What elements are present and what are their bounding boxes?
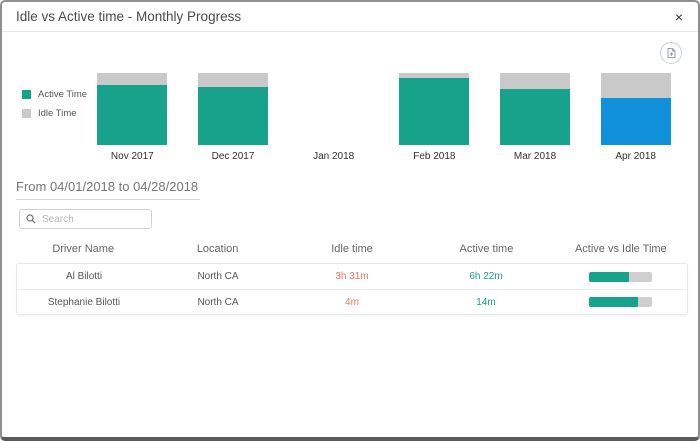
modal-header: Idle vs Active time - Monthly Progress ×: [2, 2, 698, 32]
bar-segment-active: [500, 88, 571, 145]
axis-label: Apr 2018: [615, 151, 656, 162]
legend-swatch: [22, 109, 31, 118]
cell-active-vs-idle: [553, 297, 687, 307]
cell-location: North CA: [197, 296, 239, 308]
data-table: Al Bilotti North CA 3h 31m 6h 22m Stephanie …: [16, 263, 688, 315]
chart-bar-group[interactable]: Apr 2018: [585, 73, 686, 162]
search-icon: [26, 214, 36, 224]
chart-bar-group[interactable]: Feb 2018: [384, 73, 485, 162]
legend-item-idle-time[interactable]: Idle Time: [22, 108, 87, 119]
column-header: Location: [196, 243, 239, 255]
date-range-label: From 04/01/2018 to 04/28/2018: [16, 179, 201, 200]
bar-segment-active: [97, 85, 168, 145]
column-header: Active vs Idle Time: [574, 243, 667, 255]
column-header: Driver Name: [52, 243, 115, 255]
cell-location: North CA: [197, 271, 239, 282]
chart-bar[interactable]: [399, 73, 470, 145]
search-input[interactable]: [42, 213, 145, 225]
close-button[interactable]: ×: [675, 10, 683, 24]
table-row: Stephanie Bilotti North CA 4m 14m: [17, 289, 687, 314]
column-header: Active time: [459, 243, 514, 255]
cell-driver-name: Al Bilotti: [65, 271, 103, 282]
chart-bar[interactable]: [600, 73, 671, 145]
legend-swatch: [22, 90, 31, 99]
bar-segment-idle: [399, 73, 470, 79]
bar-segment-idle: [600, 73, 671, 99]
bar-segment-active: [399, 78, 470, 145]
active-fill: [588, 271, 629, 282]
cell-active-time: 6h 22m: [469, 271, 503, 282]
export-button[interactable]: [660, 42, 682, 64]
bar-segment-idle: [500, 73, 571, 89]
legend-label: Active Time: [38, 89, 88, 100]
table-row: Al Bilotti North CA 3h 31m 6h 22m: [17, 264, 687, 289]
modal-title: Idle vs Active time - Monthly Progress: [16, 9, 242, 24]
legend-label: Idle Time: [38, 108, 77, 119]
close-icon: ×: [674, 8, 683, 25]
axis-label: Mar 2018: [513, 151, 557, 162]
axis-label: Jan 2018: [313, 151, 355, 162]
cell-active-time: 14m: [476, 296, 496, 308]
active-vs-idle-bar: [588, 271, 652, 282]
chart-bar-group[interactable]: Dec 2017: [183, 73, 284, 162]
table-header: Driver Name Location Idle time Active time A…: [16, 243, 688, 255]
bar-segment-idle: [97, 73, 168, 86]
export-pdf-icon: [666, 47, 677, 59]
chart-bar-group[interactable]: Nov 2017: [82, 73, 183, 162]
cell-idle-time: 3h 31m: [335, 271, 369, 282]
chart-legend: Active Time Idle Time: [22, 89, 87, 127]
axis-label: Feb 2018: [413, 151, 456, 162]
chart-bar-group[interactable]: Mar 2018: [485, 73, 586, 162]
axis-label: Nov 2017: [110, 151, 154, 162]
active-fill: [588, 297, 638, 307]
chart-bar[interactable]: [97, 73, 168, 145]
stacked-bar-chart: Nov 2017 Dec 2017 Jan 2018 Feb 2018 Mar 2018…: [82, 73, 686, 162]
cell-idle-time: 4m: [345, 296, 359, 308]
chart-bar[interactable]: [500, 73, 571, 145]
axis-label: Dec 2017: [211, 151, 255, 162]
active-vs-idle-bar: [588, 297, 652, 307]
chart-bar[interactable]: [198, 73, 268, 145]
cell-active-vs-idle: [553, 271, 687, 282]
bar-segment-active: [198, 86, 268, 145]
search-box[interactable]: [19, 209, 152, 229]
column-header: Idle time: [331, 243, 373, 255]
bar-segment-active: [600, 98, 671, 145]
bar-segment-idle: [198, 73, 268, 87]
cell-driver-name: Stephanie Bilotti: [47, 296, 121, 308]
chart-bar-group[interactable]: Jan 2018: [283, 73, 384, 162]
legend-item-active-time[interactable]: Active Time: [22, 89, 87, 100]
